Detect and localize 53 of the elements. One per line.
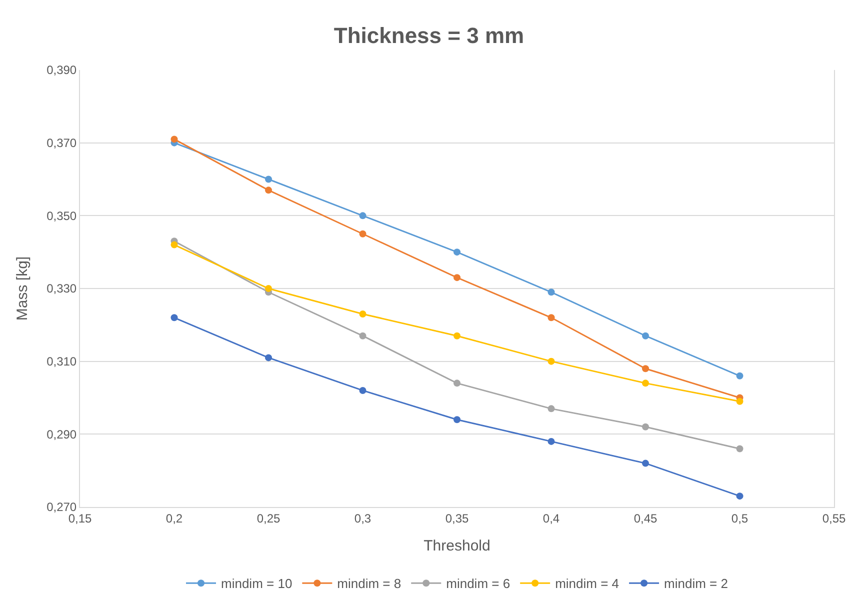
point xyxy=(548,405,555,412)
point xyxy=(736,372,744,380)
x-tick-label: 0,5 xyxy=(731,511,748,526)
x-tick-label: 0,35 xyxy=(445,511,469,526)
legend-label: mindim = 2 xyxy=(664,576,728,592)
x-tick-label: 0,2 xyxy=(166,511,183,526)
point xyxy=(265,285,272,292)
point xyxy=(548,438,555,445)
x-tick-label: 0,55 xyxy=(822,511,846,526)
point xyxy=(454,380,460,387)
y-tick-label: 0,390 xyxy=(46,63,77,78)
y-tick-label: 0,310 xyxy=(46,354,77,369)
point xyxy=(170,136,178,143)
legend-label: mindim = 6 xyxy=(446,576,510,592)
point xyxy=(454,274,460,282)
point xyxy=(170,314,178,322)
point xyxy=(359,230,366,238)
x-axis-title: Threshold xyxy=(424,537,490,554)
point xyxy=(548,358,555,365)
point xyxy=(265,354,272,362)
point xyxy=(736,398,744,405)
point xyxy=(454,248,460,256)
point xyxy=(359,332,366,340)
point xyxy=(359,212,366,220)
point xyxy=(265,186,272,194)
x-tick-label: 0,25 xyxy=(256,511,280,526)
point xyxy=(548,288,555,296)
point xyxy=(736,492,744,500)
point xyxy=(265,176,272,183)
legend-label: mindim = 10 xyxy=(221,576,292,592)
y-tick-label: 0,350 xyxy=(46,208,77,223)
x-tick-label: 0,4 xyxy=(542,511,560,526)
chart-title: Thickness = 3 mm xyxy=(334,22,524,48)
point xyxy=(359,386,366,394)
point xyxy=(642,423,649,430)
y-axis-title: Mass [kg] xyxy=(14,256,31,321)
x-tick-label: 0,3 xyxy=(354,511,372,526)
point xyxy=(170,241,178,248)
y-tick-label: 0,290 xyxy=(46,427,77,442)
point xyxy=(642,460,649,467)
point xyxy=(736,445,744,452)
point xyxy=(548,314,555,322)
point xyxy=(642,332,649,340)
point xyxy=(454,416,460,424)
point xyxy=(642,380,649,387)
y-tick-label: 0,370 xyxy=(46,136,77,150)
legend-label: mindim = 8 xyxy=(337,576,402,592)
point xyxy=(642,365,649,372)
legend-label: mindim = 4 xyxy=(555,576,620,592)
x-tick-label: 0,45 xyxy=(634,511,658,526)
point xyxy=(359,310,366,318)
y-tick-label: 0,330 xyxy=(46,282,77,296)
point xyxy=(454,332,460,340)
